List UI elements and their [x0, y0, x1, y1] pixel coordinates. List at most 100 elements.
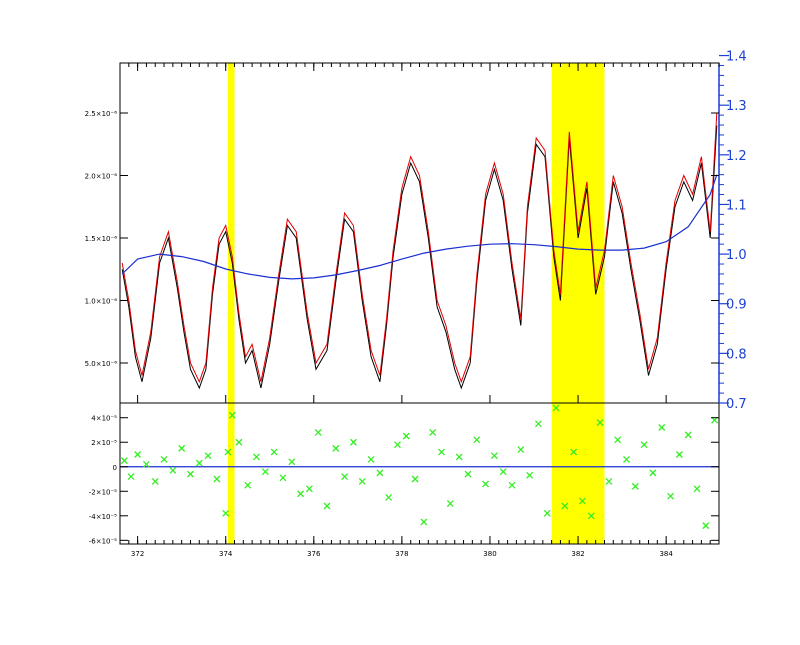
residual-cross-stroke — [134, 451, 142, 458]
residual-point — [675, 451, 683, 458]
residual-point — [358, 478, 366, 485]
right-y-tick-label: 0.9 — [726, 298, 747, 313]
residual-cross-stroke — [649, 469, 657, 477]
residual-cross-stroke — [517, 446, 525, 454]
residual-cross-stroke — [394, 441, 401, 449]
residual-point — [195, 459, 203, 467]
residual-point — [631, 482, 639, 490]
residual-cross-stroke — [305, 485, 313, 493]
residual-cross-stroke — [508, 481, 516, 489]
residual-point — [702, 522, 710, 530]
residual-cross-stroke — [178, 444, 186, 452]
residual-point — [455, 453, 463, 461]
residual-point — [543, 509, 551, 517]
residual-cross-stroke — [213, 475, 221, 483]
residual-point — [385, 493, 393, 501]
residual-point — [134, 451, 142, 458]
top-y-tick-label: 2.5×10⁻⁶ — [85, 110, 118, 118]
residual-cross-stroke — [702, 522, 710, 530]
residual-point — [228, 411, 236, 419]
residual-cross-stroke — [297, 490, 305, 498]
residual-point — [526, 471, 534, 479]
residual-point — [253, 453, 260, 461]
residual-point — [561, 502, 569, 510]
residual-cross-stroke — [376, 469, 384, 477]
series-line-2 — [121, 112, 718, 384]
residual-point — [244, 481, 252, 489]
residual-cross-stroke — [543, 509, 551, 517]
residual-cross-stroke — [323, 502, 331, 510]
residual-point — [279, 474, 287, 482]
series-line-3 — [121, 174, 718, 280]
residual-cross-stroke — [332, 444, 340, 452]
residual-point — [151, 478, 159, 485]
residual-cross-stroke — [640, 441, 648, 449]
bottom-y-tick-label: 2×10⁻⁵ — [91, 439, 117, 447]
residual-point — [297, 490, 305, 498]
residual-point — [169, 466, 177, 474]
residual-point — [587, 512, 595, 520]
residual-point — [623, 455, 630, 463]
right-y-tick-label: 1.3 — [726, 99, 747, 114]
tick-marks — [119, 54, 729, 544]
residual-point — [222, 509, 230, 517]
residual-point — [120, 457, 128, 465]
residual-point — [605, 478, 613, 485]
residual-point — [482, 480, 490, 488]
residual-cross-stroke — [270, 448, 278, 456]
residual-cross-stroke — [473, 436, 481, 444]
top-y-tick-label: 1.5×10⁻⁶ — [85, 235, 118, 243]
residual-cross-stroke — [195, 459, 203, 467]
x-tick-label: 378 — [395, 550, 408, 558]
bottom-y-tick-label: -2×10⁻⁵ — [89, 488, 117, 496]
residual-cross-stroke — [587, 512, 595, 520]
residual-cross-stroke — [658, 424, 666, 431]
residual-point — [235, 438, 243, 446]
residual-cross-stroke — [579, 497, 586, 505]
residual-cross-stroke — [429, 428, 437, 436]
residual-cross-stroke — [341, 473, 349, 481]
x-tick-label: 384 — [659, 550, 673, 558]
residual-cross-stroke — [235, 438, 243, 446]
residual-cross-stroke — [224, 448, 232, 456]
residual-point — [649, 469, 657, 477]
residual-cross-stroke — [499, 468, 507, 476]
highlight-band-1 — [227, 63, 235, 544]
right-y-tick-label: 0.8 — [726, 347, 747, 362]
residual-point — [640, 441, 648, 449]
residual-point — [224, 448, 232, 456]
residual-cross-stroke — [605, 478, 613, 485]
residual-cross-stroke — [490, 452, 498, 460]
x-tick-label: 380 — [483, 550, 496, 558]
residual-point — [570, 448, 578, 456]
residual-point — [693, 485, 701, 493]
residual-cross-stroke — [244, 481, 252, 489]
residual-cross-stroke — [279, 474, 287, 482]
residual-point — [142, 460, 150, 468]
residual-cross-stroke — [261, 468, 269, 476]
residual-point — [402, 432, 410, 440]
residual-cross-stroke — [288, 458, 296, 466]
residual-point — [341, 473, 349, 481]
residual-cross-stroke — [358, 478, 366, 485]
residual-point — [288, 458, 296, 466]
residual-cross-stroke — [169, 466, 177, 474]
residual-cross-stroke — [631, 482, 639, 490]
highlight-bands — [227, 63, 605, 544]
residual-point — [187, 470, 194, 478]
residual-point — [438, 448, 445, 456]
right-y-tick-label: 1.0 — [726, 248, 747, 263]
residual-point — [367, 455, 375, 463]
residual-cross-stroke — [187, 470, 194, 478]
residual-cross-stroke — [446, 500, 454, 507]
residual-point — [473, 436, 481, 444]
bottom-y-tick-label: 4×10⁻⁵ — [91, 415, 117, 423]
residual-point — [429, 428, 437, 436]
residual-point — [667, 492, 675, 500]
residual-point — [596, 419, 604, 427]
residual-cross-stroke — [596, 419, 604, 427]
residual-cross-stroke — [314, 428, 322, 436]
